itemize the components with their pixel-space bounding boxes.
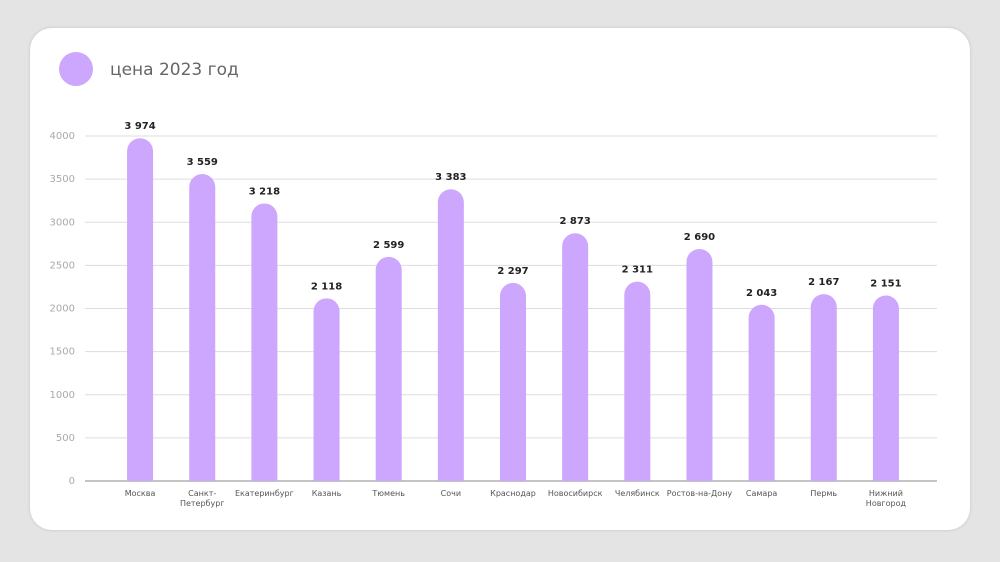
bar <box>189 174 216 481</box>
bar <box>810 294 837 481</box>
bar <box>375 256 402 481</box>
value-label: 2 118 <box>311 281 342 292</box>
legend-label: цена 2023 год <box>110 60 239 80</box>
x-tick-label: Екатеринбург <box>234 489 294 498</box>
bar <box>500 282 526 481</box>
x-tick-label: Москва <box>124 489 156 498</box>
y-tick-label: 2000 <box>50 304 75 315</box>
legend-swatch <box>59 52 93 86</box>
bar <box>872 295 899 481</box>
y-tick-label: 3000 <box>50 217 75 228</box>
value-label: 2 873 <box>559 216 590 227</box>
value-label: 2 297 <box>497 266 528 277</box>
bar <box>686 248 713 481</box>
bar <box>437 189 464 482</box>
y-tick-label: 3500 <box>50 174 75 185</box>
x-tick-label: Пермь <box>810 489 838 498</box>
x-tick-label: Новосибирск <box>547 489 603 498</box>
x-tick-label: Самара <box>745 489 778 498</box>
bar <box>562 233 589 481</box>
y-tick-label: 2500 <box>50 260 75 271</box>
x-tick-label: Санкт- Петербург <box>179 489 225 508</box>
bar <box>127 138 154 481</box>
value-label: 3 383 <box>435 172 466 183</box>
bar <box>313 298 340 481</box>
value-label: 3 974 <box>124 121 155 132</box>
x-tick-label: Сочи <box>440 489 462 498</box>
value-label: 2 599 <box>373 240 404 251</box>
bar <box>624 281 651 481</box>
x-tick-label: Казань <box>311 489 342 498</box>
value-label: 2 167 <box>808 277 839 288</box>
y-tick-label: 500 <box>56 433 75 444</box>
value-label: 3 559 <box>187 157 218 168</box>
x-tick-label: Краснодар <box>490 489 536 498</box>
y-tick-label: 4000 <box>50 131 75 142</box>
x-tick-label: Тюмень <box>372 489 405 498</box>
bar <box>251 203 278 481</box>
value-label: 2 311 <box>622 265 653 276</box>
value-label: 3 218 <box>249 186 280 197</box>
x-tick-label: Челябинск <box>614 489 660 498</box>
y-tick-label: 1500 <box>50 347 75 358</box>
x-tick-label: Ростов-на-Дону <box>666 489 733 498</box>
x-tick-label: Нижний Новгород <box>865 489 907 508</box>
value-label: 2 151 <box>870 278 901 289</box>
bar <box>748 304 775 481</box>
value-label: 2 690 <box>684 232 715 243</box>
y-tick-label: 1000 <box>50 390 75 401</box>
value-label: 2 043 <box>746 288 777 299</box>
y-tick-label: 0 <box>69 476 75 487</box>
